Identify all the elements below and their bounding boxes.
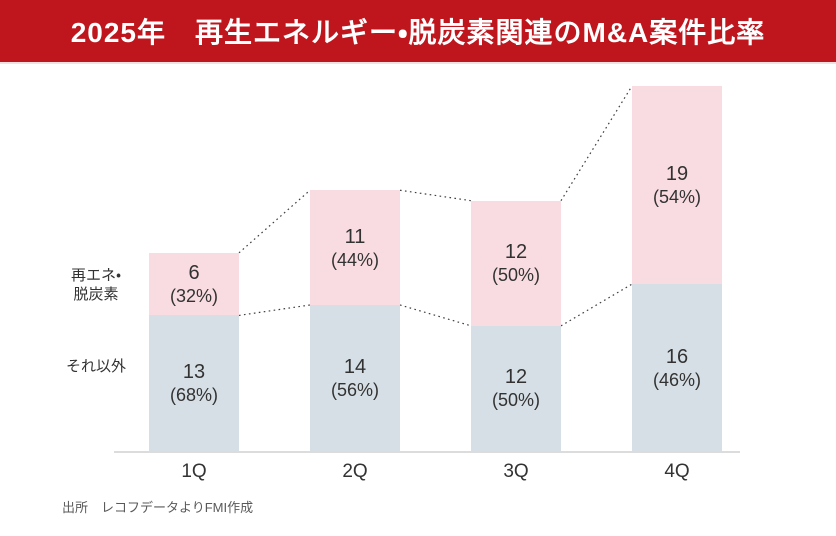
percent-label-renewable-4q: (54%): [652, 187, 701, 208]
title-banner: 2025年 再生エネルギー・脱炭素関連のM&A案件比率: [0, 0, 836, 64]
value-label-renewable-1q: 6: [188, 262, 200, 285]
bar-segment-renewable-3q: 12 (50%): [471, 200, 561, 326]
percent-label-others-4q: (46%): [652, 369, 701, 390]
x-axis-line: [114, 451, 740, 453]
bar-segment-renewable-4q: 19 (54%): [632, 85, 722, 285]
source-note: 出所 レコフデータよりFMI作成: [62, 500, 254, 515]
bar-segment-renewable-1q: 6 (32%): [149, 252, 239, 316]
series-label-others: それ以外: [65, 358, 126, 375]
percent-label-renewable-3q: (50%): [491, 265, 540, 286]
value-label-renewable-4q: 19: [665, 163, 689, 186]
x-axis-label-4q: 4Q: [664, 461, 690, 482]
page-title: 2025年 再生エネルギー・脱炭素関連のM&A案件比率: [70, 17, 766, 48]
connector-line-boundary-3: [560, 283, 633, 327]
bar-segment-renewable-2q: 11 (44%): [310, 190, 400, 305]
percent-label-renewable-2q: (44%): [330, 249, 379, 270]
bar-segment-others-2q: 14 (56%): [310, 304, 400, 451]
bar-segment-others-3q: 12 (50%): [471, 325, 561, 451]
bar-segment-others-1q: 13 (68%): [149, 315, 239, 451]
value-label-others-1q: 13: [182, 361, 206, 384]
connector-line-boundary-2: [399, 304, 472, 327]
connector-line-top-2: [399, 189, 472, 202]
value-label-others-2q: 14: [343, 355, 367, 378]
percent-label-others-3q: (50%): [491, 390, 540, 411]
percent-label-others-2q: (56%): [330, 379, 379, 400]
connector-line-top-1: [238, 189, 311, 254]
x-axis-label-3q: 3Q: [503, 461, 529, 482]
connector-line-top-3: [560, 85, 633, 201]
series-label-renewable-line1: 再エネ・: [70, 267, 122, 284]
value-label-others-3q: 12: [504, 366, 528, 389]
value-label-others-4q: 16: [665, 345, 689, 368]
series-label-renewable: 再エネ・ 脱炭素: [40, 266, 152, 304]
value-label-renewable-3q: 12: [504, 241, 528, 264]
bar-segment-others-4q: 16 (46%): [632, 284, 722, 451]
connector-line-boundary-1: [238, 304, 311, 317]
x-axis-label-2q: 2Q: [342, 461, 368, 482]
percent-label-renewable-1q: (32%): [169, 286, 218, 307]
value-label-renewable-2q: 11: [344, 225, 366, 248]
percent-label-others-1q: (68%): [169, 385, 218, 406]
series-label-renewable-line2: 脱炭素: [73, 286, 119, 303]
x-axis-label-1q: 1Q: [181, 461, 207, 482]
